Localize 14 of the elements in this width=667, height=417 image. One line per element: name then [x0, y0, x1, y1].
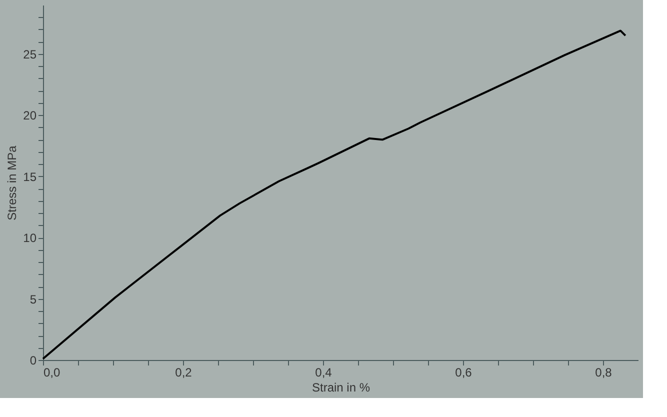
- y-axis-title: Stress in MPa: [5, 145, 20, 220]
- x-axis-title: Strain in %: [312, 380, 370, 394]
- y-tick-label: 5: [30, 292, 37, 306]
- x-tick-label: 0,8: [595, 366, 612, 380]
- x-tick-label: 0,0: [44, 366, 61, 380]
- y-tick-label: 0: [30, 354, 37, 368]
- x-tick-label: 0,2: [175, 366, 192, 380]
- y-tick-label: 25: [23, 47, 37, 62]
- x-tick-label: 0,4: [315, 366, 332, 380]
- y-tick-label: 15: [23, 170, 37, 184]
- line-series: [42, 30, 626, 360]
- x-tick-label: 0,6: [455, 366, 472, 380]
- y-tick-label: 20: [23, 108, 37, 123]
- y-tick-label: 10: [23, 231, 37, 246]
